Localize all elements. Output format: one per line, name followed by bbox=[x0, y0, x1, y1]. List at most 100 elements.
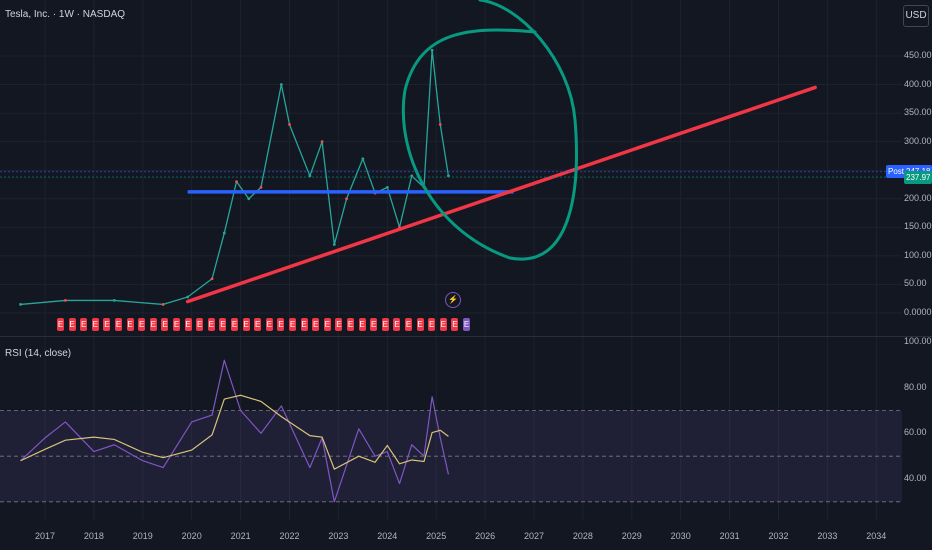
earnings-badge[interactable]: E bbox=[405, 318, 412, 331]
price-point[interactable] bbox=[288, 123, 291, 126]
price-point[interactable] bbox=[361, 157, 365, 161]
earnings-badge[interactable]: E bbox=[126, 318, 134, 331]
earnings-badge[interactable]: E bbox=[439, 318, 447, 331]
symbol-title[interactable]: Tesla, Inc. · 1W · NASDAQ bbox=[5, 9, 126, 20]
earnings-badge[interactable]: E bbox=[242, 318, 250, 331]
time-axis-label: 2022 bbox=[279, 531, 300, 541]
time-axis-label: 2034 bbox=[866, 531, 887, 541]
time-axis-label: 2027 bbox=[523, 531, 545, 541]
earnings-badge[interactable]: E bbox=[91, 318, 99, 331]
price-point[interactable] bbox=[320, 140, 324, 144]
post-label-badge: Post bbox=[886, 164, 907, 178]
price-axis-label: 350.00 bbox=[904, 107, 932, 118]
earnings-badge[interactable]: E bbox=[289, 318, 296, 331]
time-axis-label: 2033 bbox=[817, 531, 838, 541]
price-axis-label: 300.00 bbox=[904, 135, 932, 146]
time-axis-label: 2029 bbox=[621, 531, 642, 541]
time-axis-label: 2030 bbox=[670, 531, 691, 541]
price-point[interactable] bbox=[308, 174, 312, 178]
price-point[interactable] bbox=[161, 303, 165, 306]
earnings-badge[interactable]: E bbox=[219, 318, 227, 331]
earnings-badge[interactable]: E bbox=[416, 318, 424, 331]
earnings-badge[interactable]: E bbox=[323, 318, 331, 331]
price-axis-label: 200.00 bbox=[904, 192, 932, 203]
earnings-badge[interactable]: E bbox=[300, 318, 308, 331]
price-axis-label: 150.00 bbox=[904, 221, 932, 232]
earnings-badge[interactable]: E bbox=[207, 318, 215, 331]
earnings-badge[interactable]: E bbox=[312, 318, 320, 331]
time-axis-label: 2032 bbox=[768, 531, 789, 541]
earnings-badge[interactable]: E bbox=[381, 318, 389, 331]
price-point[interactable] bbox=[345, 197, 348, 201]
time-axis-label: 2019 bbox=[132, 531, 153, 541]
price-point[interactable] bbox=[186, 295, 190, 299]
time-axis-label: 2025 bbox=[426, 531, 447, 541]
earnings-badge[interactable]: E bbox=[370, 318, 378, 331]
lightning-event-icon[interactable]: ⚡ bbox=[445, 292, 461, 308]
price-point[interactable] bbox=[438, 123, 442, 126]
time-axis-label: 2026 bbox=[475, 531, 496, 541]
price-point[interactable] bbox=[410, 174, 414, 178]
price-point[interactable] bbox=[63, 299, 67, 302]
earnings-badge[interactable]: E bbox=[184, 318, 192, 331]
earnings-badge[interactable]: E bbox=[428, 318, 436, 331]
earnings-badge[interactable]: E bbox=[115, 318, 122, 331]
time-axis-label: 2018 bbox=[83, 531, 104, 541]
time-axis-label: 2020 bbox=[181, 531, 202, 541]
currency-button[interactable]: USD bbox=[903, 5, 929, 27]
earnings-badge[interactable]: E bbox=[451, 318, 459, 331]
price-point[interactable] bbox=[112, 299, 116, 302]
earnings-badge[interactable]: E bbox=[231, 318, 238, 331]
earnings-badge[interactable]: E bbox=[277, 318, 285, 331]
highlight-circle[interactable] bbox=[401, 0, 578, 261]
earnings-badge[interactable]: E bbox=[347, 318, 354, 331]
time-axis-label: 2024 bbox=[377, 531, 398, 541]
rsi-indicator-title[interactable]: RSI (14, close) bbox=[5, 348, 72, 359]
time-axis-label: 2017 bbox=[34, 531, 56, 541]
price-axis-label: 450.00 bbox=[904, 50, 932, 60]
price-point[interactable] bbox=[430, 48, 434, 52]
price-point[interactable] bbox=[19, 303, 22, 306]
price-axis-label: 0.0000 bbox=[904, 307, 932, 317]
earnings-badge[interactable]: E bbox=[358, 318, 366, 331]
price-point[interactable] bbox=[279, 83, 283, 86]
price-point[interactable] bbox=[447, 174, 450, 178]
price-axis-label: 400.00 bbox=[904, 78, 932, 89]
time-axis-label: 2023 bbox=[328, 531, 349, 541]
earnings-badge[interactable]: E bbox=[393, 318, 401, 331]
price-point[interactable] bbox=[222, 231, 226, 235]
time-axis-label: 2031 bbox=[719, 531, 740, 541]
pane-separator[interactable] bbox=[0, 336, 932, 337]
earnings-badge[interactable]: E bbox=[57, 318, 64, 331]
price-point[interactable] bbox=[385, 185, 389, 189]
earnings-badge[interactable]: E bbox=[103, 318, 111, 331]
earnings-badge[interactable]: E bbox=[254, 318, 262, 331]
earnings-badge[interactable]: E bbox=[80, 318, 88, 331]
price-point[interactable] bbox=[247, 197, 251, 201]
earnings-badge[interactable]: E bbox=[68, 318, 76, 331]
earnings-badge[interactable]: E bbox=[196, 318, 204, 331]
rsi-ma-line[interactable] bbox=[20, 394, 449, 470]
earnings-badge[interactable]: E bbox=[161, 318, 169, 331]
time-axis-label: 2028 bbox=[572, 531, 593, 541]
earnings-badge[interactable]: E bbox=[149, 318, 157, 331]
price-axis-label: 50.00 bbox=[904, 278, 927, 289]
price-point[interactable] bbox=[235, 180, 238, 184]
rsi-axis-label: 40.00 bbox=[904, 473, 927, 483]
price-point[interactable] bbox=[332, 243, 336, 246]
price-point[interactable] bbox=[259, 185, 263, 189]
earnings-badge[interactable]: E bbox=[265, 318, 273, 331]
rsi-axis-label: 80.00 bbox=[904, 381, 927, 392]
earnings-badge[interactable]: E bbox=[138, 318, 146, 331]
earnings-badge[interactable]: E bbox=[173, 318, 180, 331]
earnings-badge[interactable]: E bbox=[463, 318, 470, 331]
earnings-badge[interactable]: E bbox=[335, 318, 343, 331]
rsi-line[interactable] bbox=[20, 359, 450, 503]
rsi-axis-label: 60.00 bbox=[904, 427, 927, 438]
price-axis-label: 100.00 bbox=[904, 249, 932, 260]
trend-line[interactable] bbox=[185, 85, 817, 304]
price-point[interactable] bbox=[210, 277, 214, 281]
rsi-axis-label: 100.00 bbox=[904, 336, 932, 346]
last-price-badge: 237.97 bbox=[904, 171, 932, 185]
